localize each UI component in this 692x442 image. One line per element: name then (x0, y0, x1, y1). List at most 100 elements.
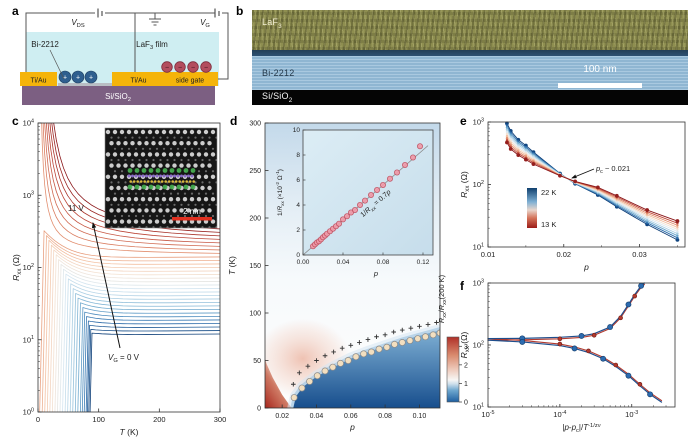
tem-interface-layer (252, 50, 688, 56)
svg-text:1/Rxx (×10-2 Ω-1): 1/Rxx (×10-2 Ω-1) (275, 169, 285, 216)
svg-text:1: 1 (464, 381, 468, 388)
svg-text:+: + (76, 75, 80, 82)
svg-text:0.03: 0.03 (632, 250, 647, 259)
svg-text:101: 101 (473, 242, 484, 251)
svg-text:11 V: 11 V (68, 204, 85, 213)
svg-text:LaF3 film: LaF3 film (136, 40, 168, 51)
svg-text:10-4: 10-4 (553, 410, 566, 419)
svg-text:10-3: 10-3 (625, 410, 638, 419)
svg-text:VG = 0 V: VG = 0 V (108, 353, 140, 364)
axes (37, 122, 221, 413)
axes (487, 121, 686, 248)
svg-text:103: 103 (473, 117, 484, 126)
axes (264, 122, 441, 409)
svg-text:0.08: 0.08 (377, 259, 390, 266)
svg-text:102: 102 (473, 180, 484, 189)
svg-text:250: 250 (249, 168, 261, 175)
panel-e-resistance-vs-doping-chart: 0.01 0.02 0.03 101 102 103 p Rxx (Ω) 22 K 13 K pc … (459, 117, 686, 272)
svg-text:300: 300 (214, 415, 227, 424)
tem-substrate-layer (252, 90, 688, 105)
tem-substrate-label: Si/SiO2 (262, 91, 293, 104)
svg-text:200: 200 (153, 415, 166, 424)
phase-markers (290, 320, 440, 401)
svg-text:−: − (178, 64, 182, 71)
stem-inset-image: 2 nm (104, 127, 218, 229)
svg-text:0: 0 (257, 406, 261, 413)
svg-text:2: 2 (464, 362, 468, 369)
svg-text:pc ~ 0.021: pc ~ 0.021 (595, 164, 630, 175)
svg-text:6: 6 (296, 177, 300, 184)
svg-text:Rxx/Rxx(200 K): Rxx/Rxx(200 K) (437, 274, 448, 323)
svg-text:150: 150 (249, 263, 261, 270)
svg-text:VG: VG (200, 18, 210, 29)
svg-text:+: + (89, 75, 93, 82)
svg-text:Bi-2212: Bi-2212 (31, 40, 59, 49)
panel-label-f: f (460, 279, 464, 293)
panel-label-a: a (12, 4, 19, 18)
svg-text:200: 200 (249, 216, 261, 223)
svg-text:0.01: 0.01 (481, 250, 496, 259)
panel-label-d: d (230, 114, 238, 128)
svg-text:50: 50 (253, 358, 261, 365)
panel-label-b: b (236, 4, 244, 18)
colorbar: 0 1 2 3 Rxx/Rxx(200 K) (437, 274, 468, 406)
svg-text:10-5: 10-5 (481, 410, 494, 419)
svg-text:Ti/Au: Ti/Au (30, 78, 46, 85)
svg-text:−: − (191, 64, 195, 71)
svg-text:+: + (63, 75, 67, 82)
svg-text:0.02: 0.02 (556, 250, 571, 259)
svg-text:8: 8 (296, 152, 300, 159)
svg-text:103: 103 (23, 191, 34, 200)
svg-text:100: 100 (249, 311, 261, 318)
svg-text:2 nm: 2 nm (183, 207, 201, 216)
svg-text:10: 10 (293, 127, 301, 134)
schematic-group: + + + − − − − VDS VG LaF3 film Bi-2212 Ti/Au Ti/Au si… (20, 8, 229, 105)
svg-text:102: 102 (23, 263, 34, 272)
panel-label-e: e (460, 114, 467, 128)
svg-text:0.02: 0.02 (275, 413, 289, 420)
svg-text:−: − (165, 64, 169, 71)
isotherm-curves (505, 121, 680, 242)
svg-text:|p-pc|/T-1/zν: |p-pc|/T-1/zν (562, 423, 600, 434)
tem-scale-bar (558, 83, 642, 88)
svg-text:0.04: 0.04 (337, 259, 350, 266)
svg-text:T (K): T (K) (227, 256, 237, 275)
svg-text:22 K: 22 K (541, 188, 556, 197)
tem-bi2212-label: Bi-2212 (262, 68, 295, 78)
critical-doping-annotation: pc ~ 0.021 (571, 164, 630, 179)
svg-text:0: 0 (464, 400, 468, 407)
svg-text:0.08: 0.08 (378, 413, 392, 420)
axes (487, 282, 676, 408)
rt-curves (39, 123, 220, 412)
svg-text:100: 100 (23, 407, 34, 416)
tem-laf3-label: LaF3 (262, 17, 282, 30)
svg-text:13 K: 13 K (541, 220, 556, 229)
tem-scale-label: 100 nm (583, 64, 617, 75)
panel-d-phase-diagram-chart: 0.02 0.04 0.06 0.08 0.10050100150200250300pT… (227, 121, 468, 433)
gate-voltage-annotations: 11 V VG = 0 V (68, 204, 140, 364)
svg-text:0.04: 0.04 (310, 413, 324, 420)
svg-text:101: 101 (473, 402, 484, 411)
svg-text:0: 0 (296, 252, 300, 259)
svg-text:0.00: 0.00 (297, 259, 310, 266)
svg-text:T (K): T (K) (120, 427, 139, 437)
svg-text:102: 102 (473, 340, 484, 349)
svg-text:Ti/Au: Ti/Au (130, 78, 146, 85)
svg-text:0.06: 0.06 (344, 413, 358, 420)
panel-label-c: c (12, 114, 19, 128)
svg-text:p: p (373, 269, 378, 278)
tem-laf3-layer (252, 10, 688, 50)
svg-text:p: p (349, 422, 355, 432)
tick-labels: 0.02 0.04 0.06 0.08 0.10050100150200250300pT… (227, 121, 426, 433)
svg-text:0.12: 0.12 (417, 259, 430, 266)
svg-text:4: 4 (296, 202, 300, 209)
svg-text:300: 300 (249, 121, 261, 128)
circuit-wires (25, 8, 229, 80)
scaling-branches (487, 282, 663, 403)
svg-text:Rxx (Ω): Rxx (Ω) (459, 171, 471, 198)
